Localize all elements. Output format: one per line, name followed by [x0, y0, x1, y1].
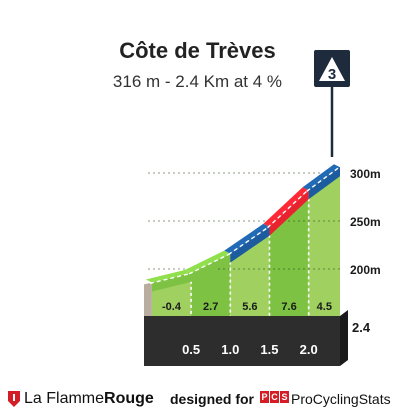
elevation-tick-label-2: 200m — [350, 263, 381, 277]
distance-bar-side — [340, 310, 348, 366]
gradient-label-1: 2.7 — [203, 301, 218, 313]
pcs-letter-c: C — [270, 391, 279, 403]
grid-lines — [148, 172, 340, 316]
ribbon-centerline-3 — [266, 190, 308, 229]
pcs-letter-p: P — [260, 391, 269, 403]
km-tick-label-0: 0.5 — [182, 342, 200, 357]
brand-suffix: Rouge — [104, 390, 154, 407]
elevation-profile-chart: 3 -0.4 2.7 5.6 7.6 4.5 0.5 1.0 1.5 2.0 2.4 300m 250… — [144, 50, 381, 366]
ribbon-top-1 — [185, 250, 231, 273]
climb-title: Côte de Trèves — [119, 38, 276, 63]
ribbon-segment-4 — [308, 167, 340, 200]
ribbon-top-4 — [302, 164, 340, 191]
elevation-tick-label-1: 250m — [350, 215, 381, 229]
footer: La FlammeRouge designed for P C S ProCyc… — [0, 378, 405, 415]
laflammerouge-logo: La FlammeRouge — [8, 390, 154, 408]
km-tick-label-2: 1.5 — [260, 342, 278, 357]
chart-labels: -0.4 2.7 5.6 7.6 4.5 0.5 1.0 1.5 2.0 2.4 300m 250m 2… — [162, 167, 381, 357]
category-badge-triangle — [319, 57, 345, 81]
left-wall-face — [144, 282, 152, 316]
ribbon-top-3 — [263, 187, 309, 227]
category-badge-number: 3 — [328, 66, 336, 83]
elevation-tick-label-0: 300m — [350, 167, 381, 181]
ribbon-centerline-2 — [227, 227, 268, 256]
ribbon-top-2 — [224, 223, 270, 254]
distance-bar-body — [144, 316, 340, 366]
brand-prefix: La Flamme — [24, 390, 105, 407]
ribbon-segment-2 — [230, 226, 270, 263]
ribbon-segment-0 — [151, 272, 192, 292]
km-end-label: 2.4 — [352, 320, 371, 335]
segment-fill-4 — [308, 167, 340, 316]
gradient-label-3: 7.6 — [281, 301, 296, 313]
km-tick-label-1: 1.0 — [221, 342, 239, 357]
km-tick-label-3: 2.0 — [300, 342, 318, 357]
designed-for-label: designed for — [170, 391, 255, 407]
gradient-label-0: -0.4 — [162, 301, 182, 313]
ribbon-segment-3 — [269, 190, 309, 236]
profile-ribbon — [145, 164, 340, 292]
pcs-logo-icon: P C S — [260, 391, 290, 403]
ribbon-segment-1 — [191, 253, 231, 282]
gradient-label-4: 4.5 — [317, 301, 332, 313]
ribbon-centerline-1 — [188, 254, 229, 275]
pcs-letter-s: S — [280, 391, 289, 403]
laflammerouge-wordmark: La FlammeRouge — [24, 390, 154, 408]
gradient-label-2: 5.6 — [242, 301, 257, 313]
distance-bar — [144, 310, 348, 366]
ribbon-top-0 — [145, 269, 192, 283]
pcs-wordmark[interactable]: ProCyclingStats — [291, 391, 391, 407]
left-wall — [144, 282, 152, 316]
climb-subtitle: 316 m - 2.4 Km at 4 % — [112, 72, 283, 91]
flamme-rouge-flag-icon — [8, 391, 20, 407]
